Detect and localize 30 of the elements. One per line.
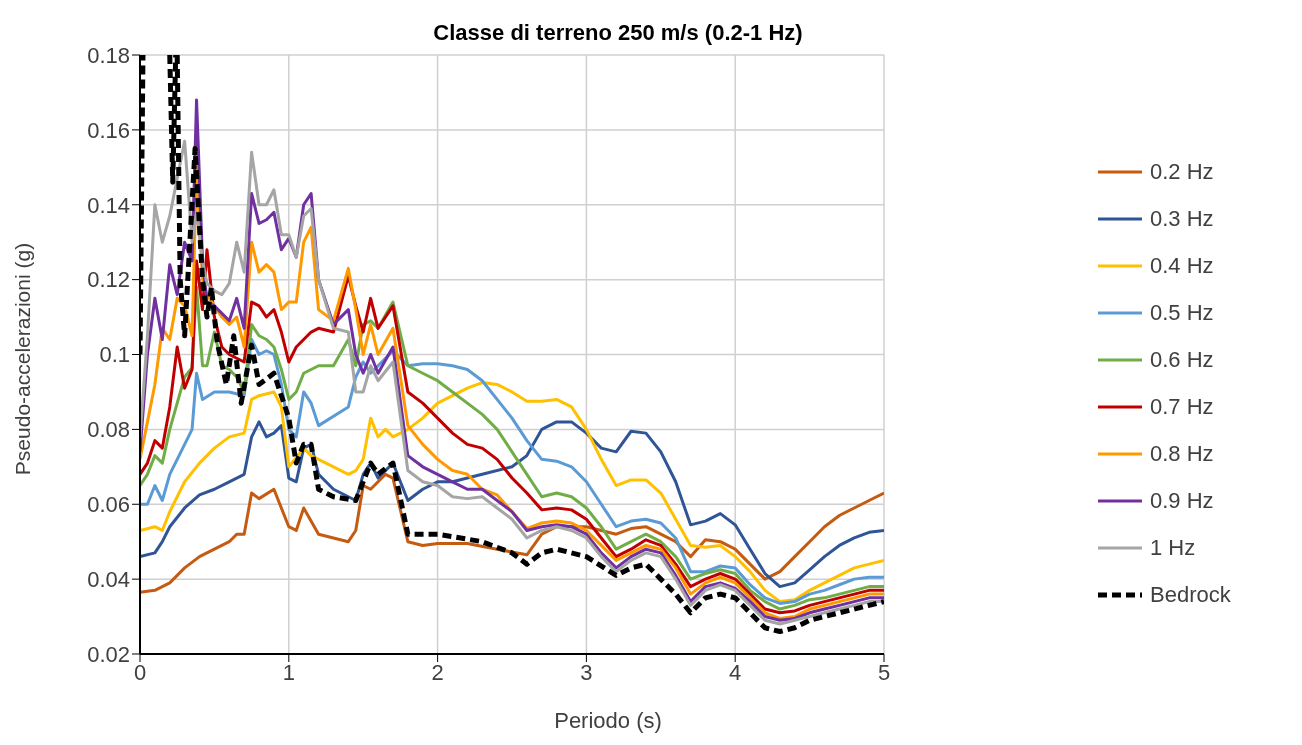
legend-label: 0.9 Hz (1150, 487, 1214, 514)
y-axis-title: Pseudo-accelerazioni (g) (11, 242, 35, 475)
legend-label: 0.5 Hz (1150, 299, 1214, 326)
x-tick-label: 4 (729, 659, 742, 685)
y-tick-label: 0.08 (87, 417, 130, 443)
y-tick-label: 0.14 (87, 192, 130, 218)
legend-label: 0.7 Hz (1150, 393, 1214, 420)
x-tick-label: 0 (133, 659, 147, 685)
y-tick-label: 0.02 (87, 641, 130, 667)
y-tick-label: 0.16 (87, 117, 130, 143)
legend-label: 0.6 Hz (1150, 346, 1214, 373)
legend-label: 0.3 Hz (1150, 205, 1214, 232)
y-tick-label: 0.18 (87, 42, 130, 68)
y-tick-label: 0.04 (87, 566, 130, 592)
x-tick-label: 1 (282, 659, 295, 685)
x-tick-label: 5 (877, 659, 891, 685)
x-tick-label: 2 (431, 659, 444, 685)
y-tick-label: 0.06 (87, 492, 130, 518)
chart-title: Classe di terreno 250 m/s (0.2-1 Hz) (433, 20, 803, 45)
y-tick-label: 0.12 (87, 267, 130, 293)
line-series (140, 472, 884, 594)
line-series (140, 381, 884, 604)
x-tick-label: 3 (580, 659, 593, 685)
legend-label: 1 Hz (1150, 534, 1196, 561)
legend-label: 0.8 Hz (1150, 440, 1214, 467)
legend-label: 0.4 Hz (1150, 252, 1214, 279)
legend-label: 0.2 Hz (1150, 158, 1214, 185)
legend-label: Bedrock (1150, 581, 1231, 608)
y-tick-label: 0.1 (99, 342, 130, 368)
x-axis-title: Periodo (s) (553, 708, 663, 734)
